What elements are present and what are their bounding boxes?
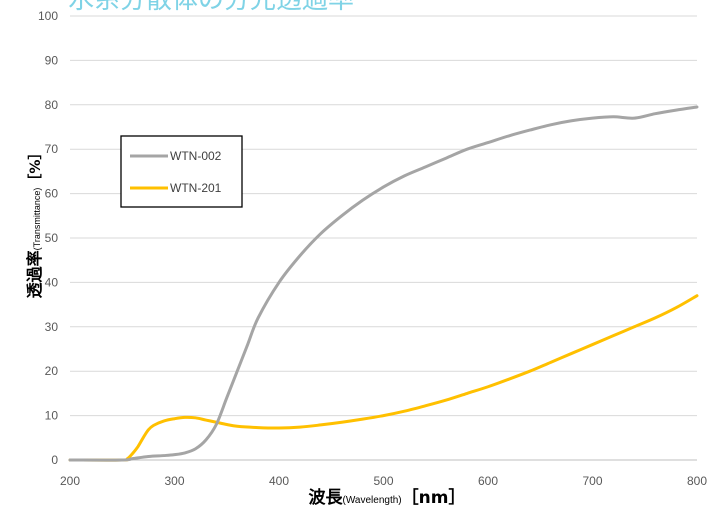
x-tick-700: 700 — [582, 474, 602, 488]
y-tick-60: 60 — [45, 187, 59, 201]
y-tick-labels: 0 10 20 30 40 50 60 70 80 90 100 — [38, 9, 58, 467]
y-tick-40: 40 — [45, 275, 59, 289]
series-lines — [68, 105, 699, 462]
x-tick-600: 600 — [478, 474, 498, 488]
legend-box — [120, 135, 243, 208]
x-tick-labels: 200 300 400 500 600 700 800 — [60, 474, 707, 488]
x-axis-label: 波長(Wavelength)［nm］ — [309, 487, 466, 508]
x-tick-400: 400 — [269, 474, 289, 488]
y-axis-label-unit: ［%］ — [27, 146, 44, 188]
y-tick-10: 10 — [45, 409, 59, 423]
y-tick-20: 20 — [45, 364, 59, 378]
series-line-wtn-002 — [68, 105, 699, 462]
legend-label-wtn-002: WTN-002 — [170, 149, 222, 163]
y-tick-70: 70 — [45, 142, 59, 156]
x-tick-200: 200 — [60, 474, 80, 488]
legend-label-wtn-201: WTN-201 — [170, 181, 222, 195]
x-tick-300: 300 — [164, 474, 184, 488]
y-tick-50: 50 — [45, 231, 59, 245]
y-tick-90: 90 — [45, 53, 59, 67]
legend: WTN-002 WTN-201 — [120, 135, 243, 208]
x-tick-800: 800 — [687, 474, 707, 488]
x-tick-500: 500 — [373, 474, 393, 488]
y-tick-0: 0 — [51, 453, 58, 467]
y-axis-label-sub: (Transmittance) — [32, 188, 42, 251]
y-axis-label: 透過率(Transmittance)［%］ — [25, 146, 44, 299]
series-line-wtn-201 — [68, 294, 699, 462]
svg-text:透過率(Transmittance)［%］: 透過率(Transmittance)［%］ — [25, 146, 44, 299]
y-tick-80: 80 — [45, 98, 59, 112]
y-tick-30: 30 — [45, 320, 59, 334]
x-axis-label-unit: ［nm］ — [402, 487, 466, 508]
x-axis-label-main: 波長 — [309, 487, 344, 508]
gridlines — [70, 15, 697, 461]
y-tick-100: 100 — [38, 9, 58, 23]
x-axis-label-sub: (Wavelength) — [343, 495, 402, 506]
chart-title: 水系分散体の分光透過率 — [68, 0, 354, 15]
y-axis-label-main: 透過率 — [25, 250, 44, 298]
